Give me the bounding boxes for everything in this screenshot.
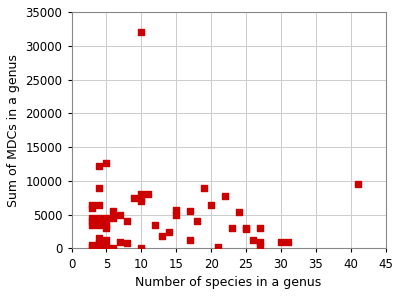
- Point: [124, 219, 130, 224]
- Point: [159, 234, 166, 239]
- Y-axis label: Sum of MDCs in a genus: Sum of MDCs in a genus: [7, 54, 20, 207]
- Point: [103, 243, 110, 248]
- Point: [257, 239, 263, 244]
- Point: [103, 238, 110, 243]
- Point: [152, 223, 158, 227]
- Point: [103, 216, 110, 221]
- Point: [103, 226, 110, 231]
- Point: [117, 239, 124, 244]
- X-axis label: Number of species in a genus: Number of species in a genus: [136, 276, 322, 289]
- Point: [194, 219, 200, 224]
- Point: [89, 205, 96, 210]
- Point: [110, 216, 117, 221]
- Point: [257, 244, 263, 249]
- Point: [117, 212, 124, 217]
- Point: [96, 241, 103, 245]
- Point: [138, 246, 144, 250]
- Point: [96, 219, 103, 224]
- Point: [96, 202, 103, 207]
- Point: [354, 182, 361, 187]
- Point: [187, 208, 193, 213]
- Point: [138, 195, 144, 200]
- Point: [222, 193, 228, 198]
- Point: [96, 186, 103, 191]
- Point: [285, 240, 291, 245]
- Point: [208, 202, 214, 207]
- Point: [243, 226, 249, 231]
- Point: [89, 245, 96, 250]
- Point: [96, 164, 103, 168]
- Point: [278, 240, 284, 245]
- Point: [110, 209, 117, 214]
- Point: [89, 216, 96, 221]
- Point: [166, 229, 172, 234]
- Point: [131, 195, 138, 200]
- Point: [89, 243, 96, 247]
- Point: [89, 202, 96, 207]
- Point: [145, 192, 152, 197]
- Point: [201, 185, 207, 190]
- Point: [236, 210, 242, 214]
- Point: [110, 245, 117, 250]
- Point: [173, 212, 180, 217]
- Point: [96, 216, 103, 221]
- Point: [89, 223, 96, 227]
- Point: [229, 226, 235, 231]
- Point: [243, 226, 249, 231]
- Point: [138, 192, 144, 197]
- Point: [103, 223, 110, 227]
- Point: [257, 225, 263, 230]
- Point: [173, 207, 180, 212]
- Point: [250, 238, 256, 243]
- Point: [215, 245, 221, 250]
- Point: [138, 199, 144, 204]
- Point: [96, 223, 103, 227]
- Point: [89, 219, 96, 224]
- Point: [103, 160, 110, 165]
- Point: [124, 241, 130, 245]
- Point: [138, 30, 144, 35]
- Point: [96, 236, 103, 241]
- Point: [96, 245, 103, 250]
- Point: [187, 238, 193, 243]
